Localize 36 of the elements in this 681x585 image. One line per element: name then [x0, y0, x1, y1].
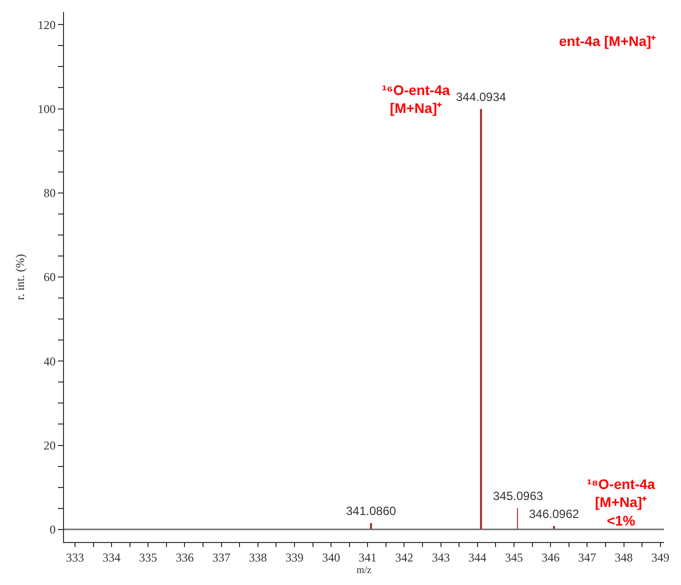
- x-tick-label: 341: [358, 550, 377, 564]
- x-tick-label: 334: [102, 550, 121, 564]
- annotation: 346.0962: [529, 507, 580, 521]
- y-tick-label: 60: [44, 270, 56, 284]
- x-axis-title: m/z: [356, 564, 372, 576]
- x-tick-label: 336: [176, 550, 194, 564]
- x-tick-label: 342: [395, 550, 414, 564]
- y-tick-label: 40: [44, 354, 56, 368]
- x-tick-label: 344: [468, 550, 486, 564]
- x-tick-label: 348: [614, 550, 633, 564]
- x-tick-label: 349: [651, 550, 670, 564]
- annotation: 344.0934: [456, 90, 506, 104]
- x-tick-label: 337: [212, 550, 230, 564]
- annotation: ¹⁸O-ent-4a [M+Na]⁺ <1%: [587, 476, 656, 528]
- y-tick-label: 80: [44, 186, 56, 200]
- x-tick-label: 338: [248, 550, 267, 564]
- bar: [553, 526, 555, 529]
- annotation: 345.0963: [493, 489, 544, 503]
- y-tick-label: 0: [50, 522, 56, 537]
- x-tick-label: 343: [432, 550, 450, 564]
- annotation: ¹⁶O-ent-4a [M+Na]⁺: [382, 82, 450, 116]
- y-tick-label: 120: [38, 18, 56, 32]
- x-tick-label: 335: [139, 550, 158, 564]
- annotation: ent-4a [M+Na]⁺: [559, 33, 656, 49]
- annotation: 341.0860: [346, 504, 396, 518]
- x-tick-label: 346: [542, 550, 560, 564]
- x-tick-label: 347: [578, 550, 596, 564]
- x-tick-label: 333: [66, 550, 84, 564]
- y-axis-title: r. int. (%): [12, 254, 27, 300]
- bar: [370, 523, 372, 529]
- bar: [480, 109, 482, 529]
- x-tick-label: 339: [285, 550, 304, 564]
- x-tick-label: 345: [505, 550, 523, 564]
- x-tick-label: 340: [322, 550, 340, 564]
- y-tick-label: 20: [44, 438, 56, 452]
- y-tick-label: 100: [38, 102, 56, 116]
